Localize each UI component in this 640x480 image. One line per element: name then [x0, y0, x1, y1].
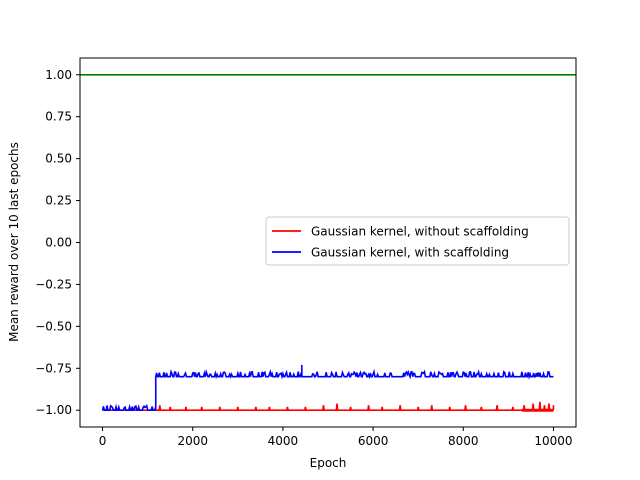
y-tick-label: 0.25 — [45, 194, 72, 208]
legend: Gaussian kernel, without scaffolding Gau… — [265, 216, 570, 266]
x-axis-label: Epoch — [310, 456, 347, 470]
x-tick-label: 6000 — [358, 434, 389, 448]
y-tick-label: −0.50 — [35, 319, 72, 333]
y-tick-label: −0.75 — [35, 361, 72, 375]
y-tick-label: 0.50 — [45, 152, 72, 166]
ticks-layer: 0 2000 4000 6000 8000 10000 −1.00 −0.75 −0.50 −0.… — [35, 68, 572, 448]
legend-frame — [265, 216, 570, 266]
x-tick-label: 0 — [99, 434, 107, 448]
x-tick-label: 4000 — [268, 434, 299, 448]
legend-label-without-scaffolding: Gaussian kernel, without scaffolding — [311, 225, 529, 239]
y-axis-label: Mean reward over 10 last epochs — [7, 142, 21, 342]
y-tick-label: −1.00 — [35, 403, 72, 417]
y-tick-label: 1.00 — [45, 68, 72, 82]
y-tick-label: 0.00 — [45, 236, 72, 250]
y-tick-label: 0.75 — [45, 110, 72, 124]
y-tick-label: −0.25 — [35, 277, 72, 291]
series-line-without-scaffolding — [102, 401, 554, 412]
legend-label-with-scaffolding: Gaussian kernel, with scaffolding — [311, 246, 509, 260]
x-tick-label: 8000 — [448, 434, 479, 448]
x-tick-label: 10000 — [534, 434, 572, 448]
series-layer — [80, 73, 576, 412]
series-line-with-scaffolding — [101, 368, 554, 412]
x-tick-label: 2000 — [177, 434, 208, 448]
